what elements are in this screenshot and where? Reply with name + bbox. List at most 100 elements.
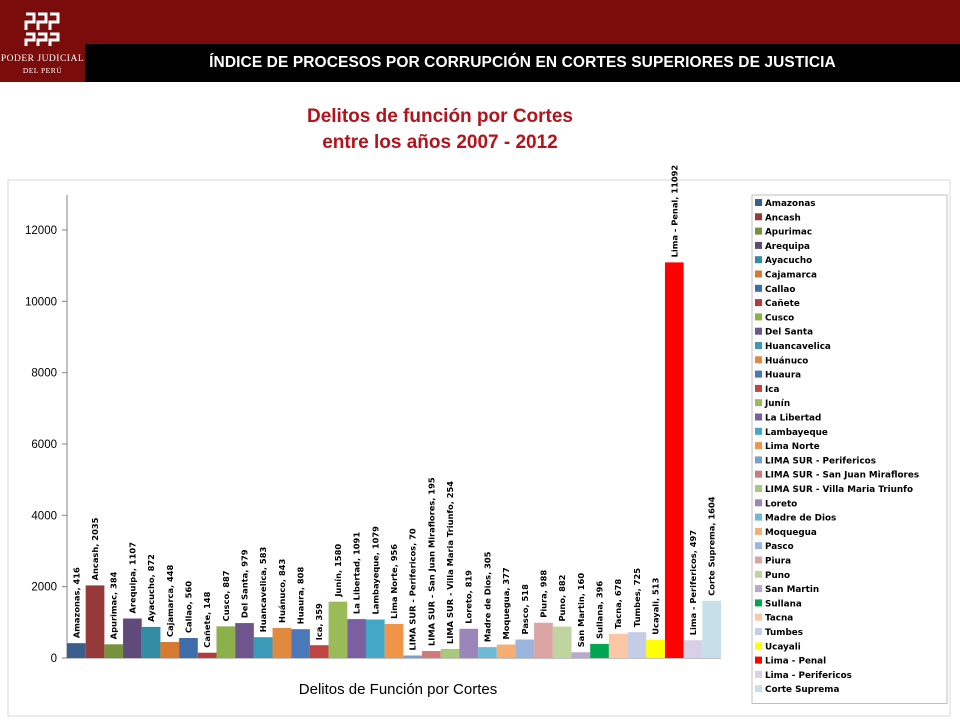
data-label-3: Apurimac, 384 <box>109 571 119 639</box>
bar-15 <box>328 601 348 658</box>
data-label-21: LIMA SUR - Villa Maria Triunfo, 254 <box>445 481 455 644</box>
bar-22 <box>459 628 479 658</box>
legend-swatch-29 <box>755 599 762 607</box>
legend-swatch-23 <box>755 513 762 521</box>
legend-entry-31: Tumbes <box>765 628 803 638</box>
bar-30 <box>608 633 628 658</box>
bar-18 <box>384 623 404 658</box>
bar-20 <box>422 651 441 658</box>
data-label-27: Puno, 882 <box>557 574 567 621</box>
logo: PODER JUDICIAL DEL PERÚ <box>0 0 85 82</box>
legend-entry-29: Sullana <box>765 599 802 609</box>
legend-entry-18: Lima Norte <box>765 442 820 452</box>
bar-25 <box>515 639 535 658</box>
legend-swatch-33 <box>755 656 762 664</box>
data-label-32: Ucayali, 513 <box>651 577 661 634</box>
y-tick-label: 2000 <box>31 582 57 594</box>
x-axis-title: Delitos de Función por Cortes <box>299 681 497 698</box>
bar-35 <box>702 600 721 658</box>
data-label-8: Cañete, 148 <box>202 591 212 647</box>
legend-entry-16: La Libertad <box>765 414 821 424</box>
y-tick-label: 4000 <box>31 510 57 522</box>
legend-swatch-2 <box>755 213 762 221</box>
data-label-20: LIMA SUR - San Juan Miraflores, 195 <box>426 477 436 646</box>
poder-judicial-emblem-icon <box>24 12 60 46</box>
legend-entry-2: Ancash <box>765 213 801 223</box>
y-tick-label: 8000 <box>31 368 57 380</box>
data-label-18: Lima Norte, 956 <box>389 544 399 619</box>
legend-entry-3: Apurimac <box>765 228 812 238</box>
legend-swatch-31 <box>755 628 762 635</box>
legend-swatch-25 <box>755 542 762 550</box>
bar-23 <box>478 647 497 658</box>
bar-7 <box>179 638 198 658</box>
data-label-33: Lima - Penal, 11092 <box>669 165 679 258</box>
data-label-30: Tacna, 678 <box>613 579 623 629</box>
legend-swatch-3 <box>755 227 762 235</box>
legend-entry-30: Tacna <box>765 614 793 624</box>
data-label-12: Huánuco, 843 <box>277 558 287 622</box>
legend-entry-8: Cañete <box>765 299 800 309</box>
legend-swatch-32 <box>755 642 762 650</box>
legend-entry-33: Lima - Penal <box>765 657 826 667</box>
bar-6 <box>160 642 180 658</box>
bar-10 <box>235 623 254 658</box>
legend-swatch-21 <box>755 485 762 492</box>
legend-entry-5: Ayacucho <box>765 256 812 266</box>
bar-32 <box>646 639 665 658</box>
chart-title-line1: Delitos de función por Cortes <box>306 106 574 127</box>
bar-21 <box>440 648 460 658</box>
legend-swatch-16 <box>755 413 762 421</box>
data-label-22: Loreto, 819 <box>464 570 474 624</box>
legend-entry-28: San Martin <box>765 585 819 595</box>
chart-title: Delitos de función por Cortes entre los … <box>210 104 670 156</box>
bar-16 <box>347 619 366 658</box>
bar-31 <box>627 632 647 658</box>
data-label-23: Madre de Dios, 305 <box>482 551 492 642</box>
data-label-11: Huancavelica, 583 <box>258 547 268 633</box>
legend-entry-35: Corte Suprema <box>765 685 839 695</box>
data-label-34: Lima - Perifericos, 497 <box>688 530 698 636</box>
bar-17 <box>365 619 385 658</box>
legend-entry-15: Junín <box>764 399 790 409</box>
legend-swatch-17 <box>755 427 762 435</box>
data-label-29: Sullana, 396 <box>595 581 605 639</box>
legend-swatch-18 <box>755 442 762 450</box>
logo-line2: DEL PERÚ <box>22 66 63 75</box>
legend-swatch-5 <box>755 256 762 264</box>
legend-entry-14: Ica <box>765 385 779 395</box>
legend-swatch-26 <box>755 556 762 564</box>
legend-swatch-12 <box>755 356 762 364</box>
data-label-35: Corte Suprema, 1604 <box>707 496 717 596</box>
legend-swatch-35 <box>755 685 762 693</box>
bar-19 <box>403 655 423 658</box>
bar-5 <box>141 626 161 658</box>
data-label-15: Junín, 1580 <box>333 544 343 598</box>
bar-33 <box>664 262 684 658</box>
legend-entry-9: Cusco <box>765 313 794 323</box>
bar-1 <box>67 643 86 658</box>
top-banner <box>0 0 960 44</box>
legend-entry-7: Callao <box>765 285 795 295</box>
bar-28 <box>571 652 591 658</box>
bar-34 <box>683 640 703 658</box>
data-label-31: Tumbes, 725 <box>632 568 642 627</box>
legend-swatch-1 <box>755 199 762 206</box>
legend-entry-6: Cajamarca <box>765 271 817 281</box>
bar-3 <box>104 644 124 658</box>
bar-14 <box>309 645 329 658</box>
legend-swatch-24 <box>755 527 762 535</box>
legend-swatch-28 <box>755 585 762 593</box>
data-label-1: Amazonas, 416 <box>71 567 81 638</box>
legend-swatch-4 <box>755 241 762 249</box>
y-tick-label: 0 <box>51 653 57 665</box>
data-label-26: Piura, 988 <box>538 570 548 618</box>
chart-area-border <box>7 179 951 717</box>
logo-line1: PODER JUDICIAL <box>0 54 85 64</box>
legend-entry-19: LIMA SUR - Perifericos <box>765 456 876 466</box>
legend-swatch-9 <box>755 313 762 321</box>
bar-9 <box>216 626 236 658</box>
bar-8 <box>197 652 217 658</box>
data-label-6: Cajamarca, 448 <box>165 564 175 637</box>
chart-title-line2: entre los años 2007 - 2012 <box>322 132 558 153</box>
